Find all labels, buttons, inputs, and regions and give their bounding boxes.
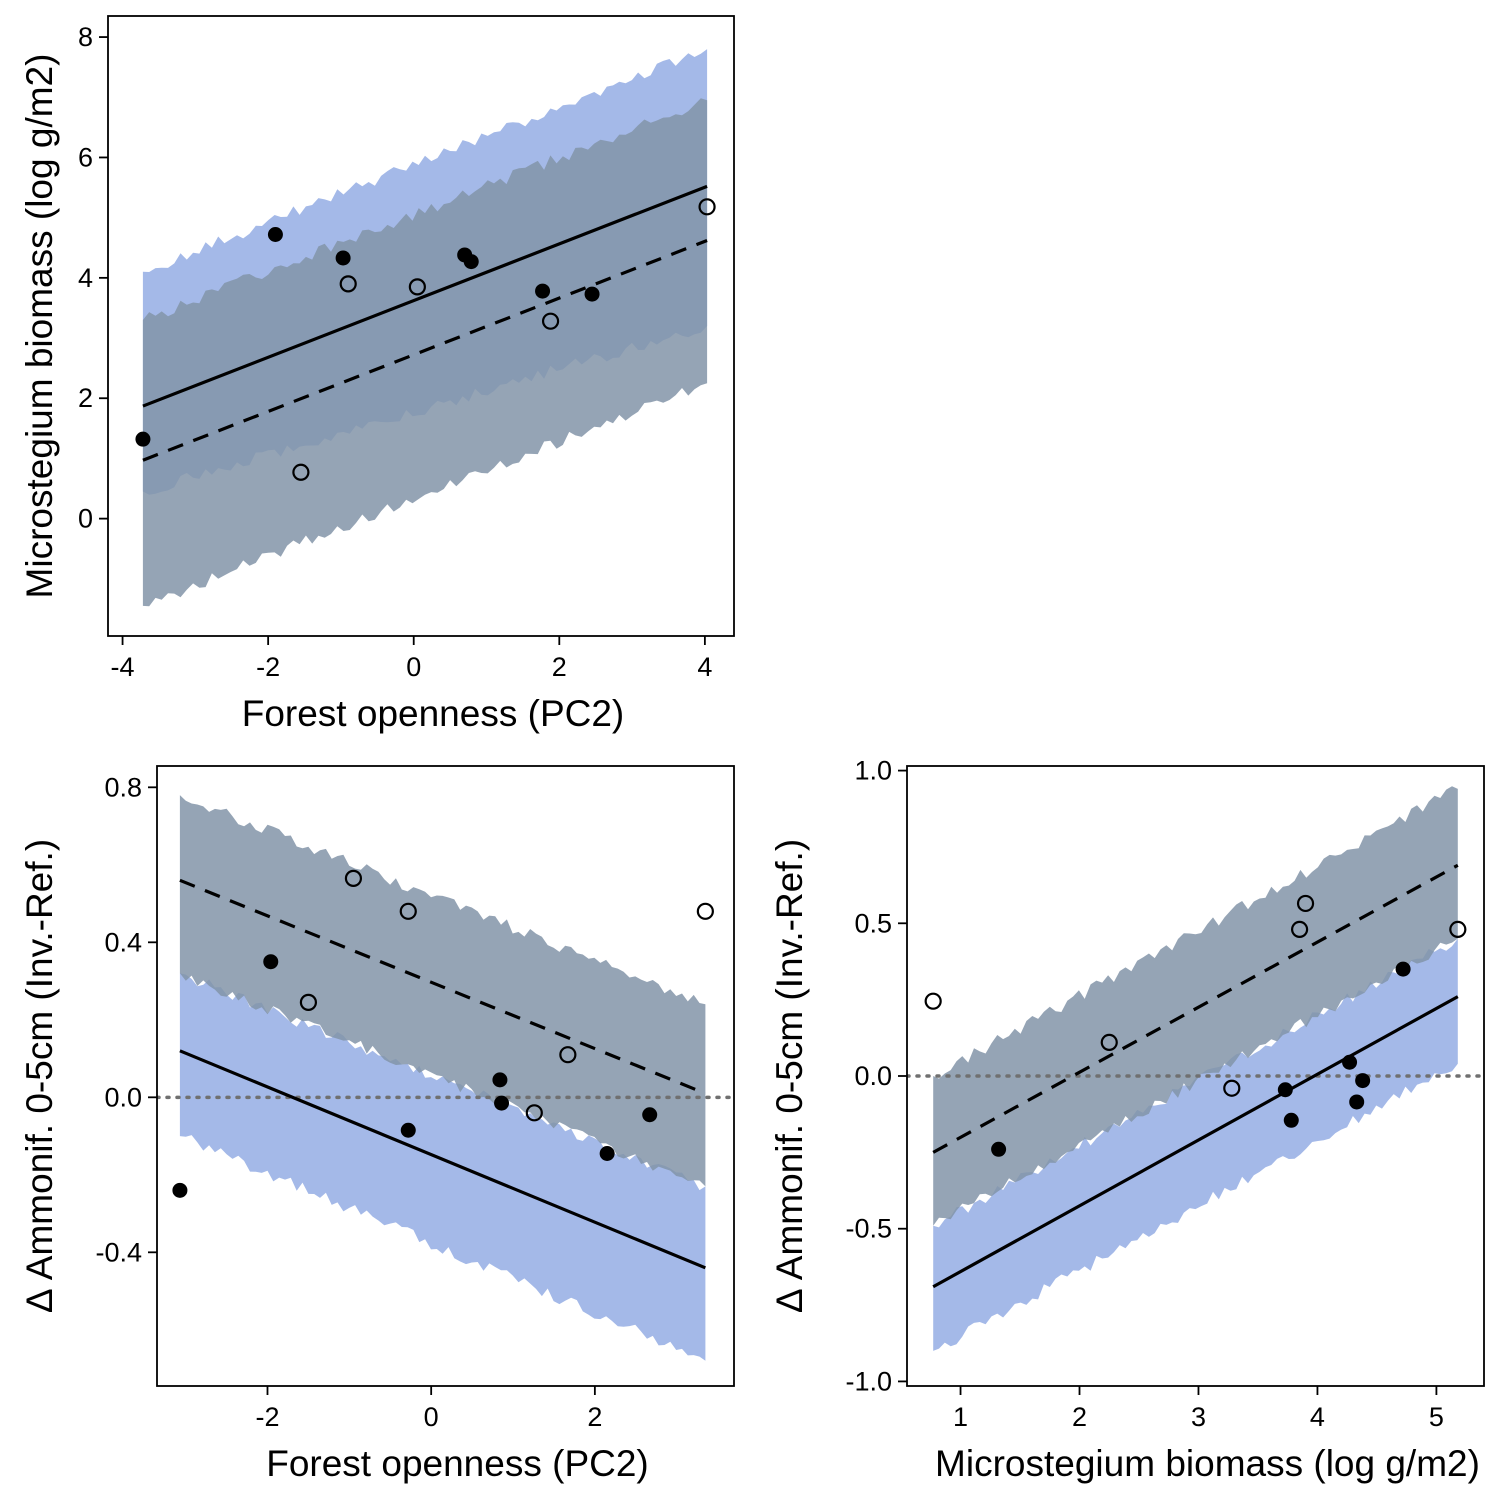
point-open: [559, 1046, 577, 1064]
point-open: [1100, 1033, 1118, 1052]
y-axis-label: Δ Ammonif. 0-5cm (Inv.-Ref.): [19, 839, 60, 1313]
point-filled: [991, 1141, 1007, 1157]
point-open: [698, 198, 716, 216]
point-filled: [494, 1095, 510, 1111]
y-axis-label: Δ Ammonif. 0-5cm (Inv.-Ref.): [769, 839, 810, 1313]
band-filled: [933, 938, 1458, 1351]
fit-line-open: [179, 878, 706, 1095]
point-filled: [1355, 1073, 1371, 1089]
band-filled: [179, 973, 706, 1361]
x-axis-label: Forest openness (PC2): [242, 693, 625, 734]
x-tick-label: 5: [1429, 1402, 1444, 1432]
plot-area: [142, 49, 708, 607]
y-tick-label: 0.0: [854, 1061, 892, 1091]
x-tick-label: 1: [953, 1402, 968, 1432]
x-tick-label: -4: [111, 652, 135, 682]
point-filled: [535, 283, 551, 299]
fit-line-filled: [932, 995, 1459, 1289]
y-tick-label: 0: [78, 504, 93, 534]
plot-frame: [156, 765, 735, 1387]
y-tick-label: 0.8: [104, 772, 142, 802]
point-filled: [400, 1122, 416, 1138]
point-filled: [1277, 1082, 1293, 1098]
x-tick-label: 0: [424, 1402, 439, 1432]
point-open: [1223, 1079, 1241, 1097]
x-tick-label: 4: [697, 652, 712, 682]
point-open: [525, 1104, 543, 1122]
plot-area: [907, 786, 1484, 1351]
point-filled: [267, 227, 283, 243]
point-open: [344, 869, 363, 887]
y-tick-label: 8: [78, 22, 93, 52]
x-tick-label: -2: [255, 1402, 279, 1432]
y-axis-label: Microstegium biomass (log g/m2): [19, 54, 60, 599]
point-filled: [135, 431, 151, 447]
plot-area: [157, 795, 734, 1361]
band-open: [179, 795, 706, 1187]
point-filled: [1342, 1054, 1358, 1070]
x-tick-label: 0: [406, 652, 421, 682]
y-tick-label: 4: [78, 263, 93, 293]
point-filled: [599, 1146, 615, 1161]
point-open: [299, 993, 318, 1011]
x-tick-label: -2: [256, 652, 280, 682]
point-filled: [642, 1107, 658, 1123]
point-filled: [463, 254, 479, 270]
y-tick-label: -1.0: [845, 1366, 892, 1396]
point-open: [339, 275, 357, 293]
point-open: [1449, 920, 1467, 938]
band-open: [142, 98, 708, 607]
x-axis-label: Microstegium biomass (log g/m2): [935, 1443, 1480, 1484]
x-tick-label: 2: [587, 1402, 602, 1432]
point-open: [408, 278, 426, 296]
point-open: [1290, 920, 1309, 938]
y-tick-label: 0.5: [854, 908, 892, 938]
fit-line-filled: [142, 184, 708, 408]
x-tick-label: 2: [1072, 1402, 1087, 1432]
point-filled: [1283, 1112, 1299, 1128]
y-tick-label: 6: [78, 142, 93, 172]
point-open: [696, 902, 714, 920]
fit-line-open: [142, 239, 708, 462]
y-tick-label: -0.5: [845, 1214, 892, 1244]
fit-line-filled: [179, 1049, 706, 1270]
plot-frame: [107, 15, 735, 637]
point-open: [924, 992, 942, 1010]
y-tick-label: -0.4: [95, 1237, 142, 1267]
point-open: [292, 463, 310, 481]
y-tick-label: 0.0: [104, 1082, 142, 1112]
y-tick-label: 0.4: [104, 927, 142, 957]
x-tick-label: 2: [552, 652, 567, 682]
x-tick-label: 3: [1191, 1402, 1206, 1432]
point-filled: [263, 954, 279, 970]
x-axis-label: Forest openness (PC2): [266, 1443, 649, 1484]
x-tick-label: 4: [1310, 1402, 1325, 1432]
point-filled: [584, 286, 600, 302]
y-tick-label: 2: [78, 383, 93, 413]
fit-line-open: [932, 863, 1459, 1154]
point-filled: [492, 1072, 508, 1088]
point-filled: [1395, 961, 1411, 977]
point-filled: [1349, 1094, 1365, 1110]
panel-forest-openness-vs-ammonification: -2 0 2 -0.4 0.0 0.4 0.8 Forest openness (PC2) Δ …: [19, 765, 735, 1484]
y-tick-label: 1.0: [854, 756, 892, 786]
point-filled: [335, 250, 351, 266]
point-filled: [172, 1182, 188, 1198]
panel-biomass-vs-ammonification: 1 2 3 4 5 -1.0 -0.5 0.0 0.5 1.0 Microstegium bioma…: [769, 756, 1485, 1484]
point-open: [541, 312, 560, 330]
panel-forest-openness-vs-biomass: -4 -2 0 2 4 0 2 4 6 8 Forest openness (PC2) Microst…: [19, 15, 735, 734]
point-open: [399, 902, 417, 920]
band-open: [933, 786, 1458, 1226]
point-open: [1296, 894, 1315, 913]
